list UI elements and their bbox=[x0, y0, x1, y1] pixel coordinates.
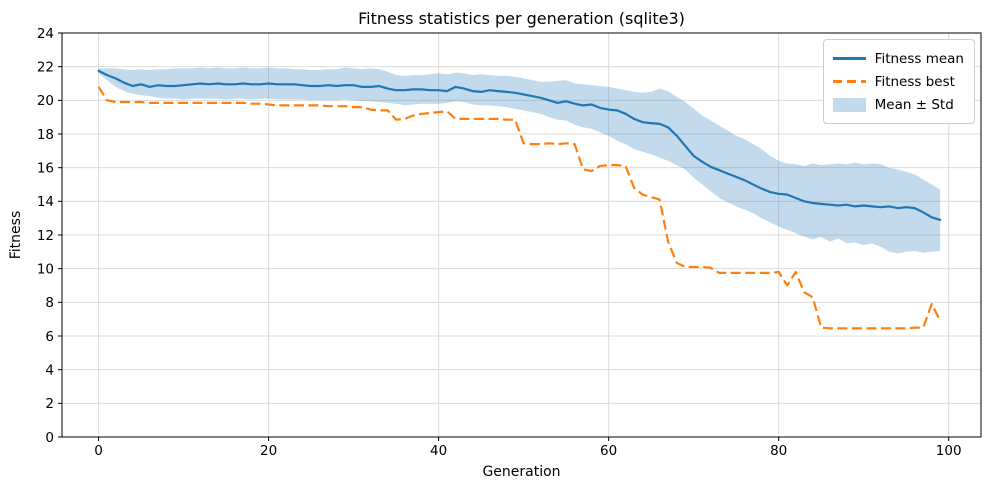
x-tick-label: 40 bbox=[430, 443, 447, 459]
std-band bbox=[98, 67, 941, 254]
y-tick-label: 20 bbox=[37, 93, 54, 109]
y-tick-label: 8 bbox=[45, 295, 54, 311]
legend-label-mean: Fitness mean bbox=[874, 50, 964, 67]
fitness-best-line bbox=[97, 86, 942, 330]
y-tick-label: 14 bbox=[37, 194, 54, 210]
y-tick-label: 2 bbox=[45, 396, 54, 412]
band-swatch-icon bbox=[832, 97, 866, 112]
y-tick-label: 6 bbox=[45, 329, 54, 345]
y-tick-label: 18 bbox=[37, 127, 54, 143]
y-tick-label: 22 bbox=[37, 59, 54, 75]
x-tick-label: 0 bbox=[94, 443, 103, 459]
best-line-swatch-icon bbox=[832, 80, 866, 83]
x-tick-label: 100 bbox=[936, 443, 962, 459]
legend-item-best: Fitness best bbox=[832, 70, 964, 93]
legend-item-band: Mean ± Std bbox=[832, 93, 964, 116]
fitness-mean-line bbox=[97, 69, 942, 221]
x-tick-label: 60 bbox=[600, 443, 617, 459]
legend-label-band: Mean ± Std bbox=[874, 96, 954, 113]
y-axis-label: Fitness bbox=[8, 210, 24, 260]
x-tick-label: 80 bbox=[770, 443, 787, 459]
mean-line-swatch-icon bbox=[832, 57, 866, 60]
y-tick-label: 16 bbox=[37, 160, 54, 176]
y-tick-label: 0 bbox=[45, 430, 54, 446]
y-tick-label: 12 bbox=[37, 228, 54, 244]
chart-title: Fitness statistics per generation (sqlit… bbox=[358, 9, 685, 28]
y-tick-label: 4 bbox=[45, 362, 54, 378]
x-tick-label: 20 bbox=[260, 443, 277, 459]
legend: Fitness mean Fitness best Mean ± Std bbox=[822, 39, 975, 124]
y-tick-label: 24 bbox=[37, 26, 54, 42]
x-axis-label: Generation bbox=[482, 464, 561, 480]
legend-item-mean: Fitness mean bbox=[832, 47, 964, 70]
legend-label-best: Fitness best bbox=[874, 73, 955, 90]
y-tick-label: 10 bbox=[37, 261, 54, 277]
